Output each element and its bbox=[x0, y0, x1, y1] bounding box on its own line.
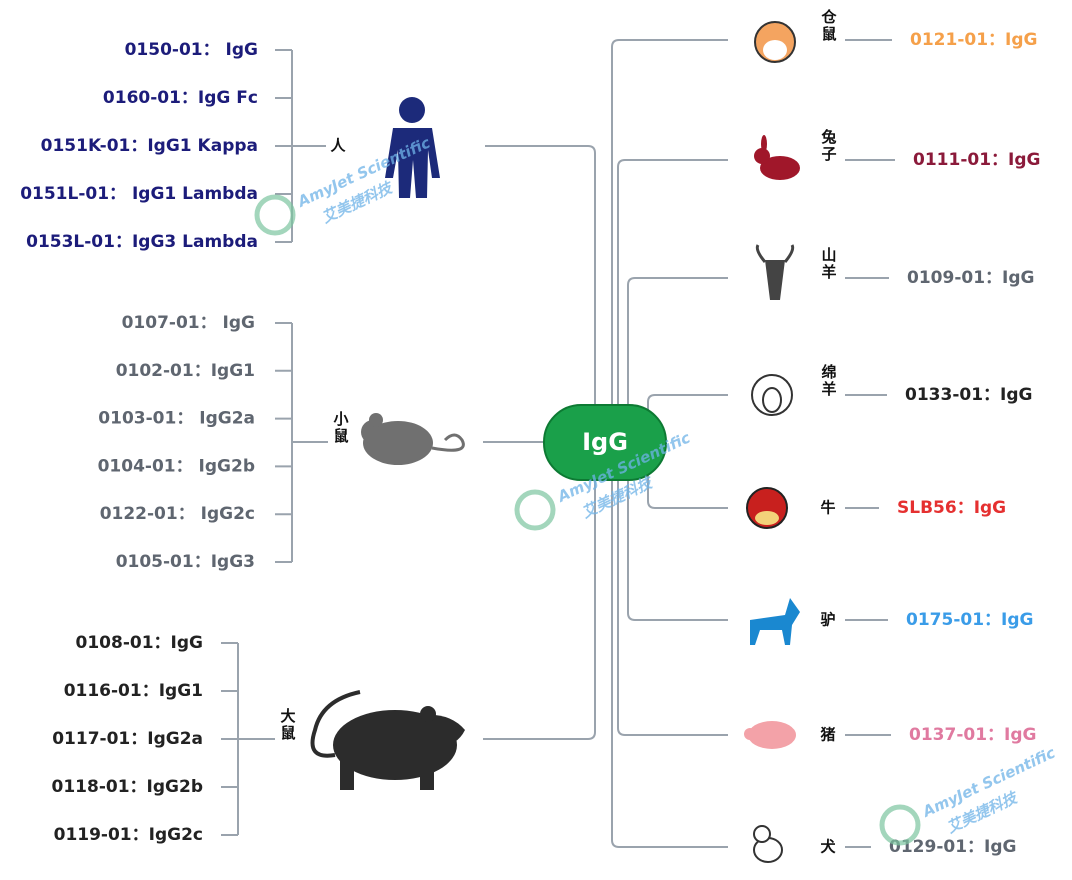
left-item: 0151K-01：IgG1 Kappa bbox=[41, 136, 258, 156]
species-label: 驴 bbox=[820, 611, 835, 629]
species-label: 兔子 bbox=[820, 128, 838, 163]
right-item: 0137-01：IgG bbox=[909, 725, 1036, 745]
species-label: 山羊 bbox=[820, 247, 838, 281]
left-item: 0122-01： IgG2c bbox=[100, 504, 255, 524]
left-item: 0117-01：IgG2a bbox=[52, 729, 203, 749]
pig-icon bbox=[744, 721, 796, 749]
species-label: 大鼠 bbox=[279, 707, 297, 742]
right-item: 0109-01：IgG bbox=[907, 268, 1034, 288]
left-item: 0104-01： IgG2b bbox=[98, 456, 255, 476]
left-item: 0103-01： IgG2a bbox=[98, 409, 255, 429]
right-item: 0129-01：IgG bbox=[889, 837, 1016, 857]
species-label: 猪 bbox=[819, 726, 835, 744]
donkey-icon bbox=[750, 598, 800, 645]
labels: 0150-01： IgG 0160-01：IgG Fc 0151K-01：IgG1 … bbox=[20, 8, 1058, 857]
left-item: 0150-01： IgG bbox=[125, 40, 258, 60]
right-item: 0133-01：IgG bbox=[905, 385, 1032, 405]
animal-icons bbox=[310, 21, 800, 863]
left-item: 0153L-01：IgG3 Lambda bbox=[26, 232, 258, 252]
right-item: 0121-01：IgG bbox=[910, 30, 1037, 50]
human-icon bbox=[385, 97, 440, 198]
watermark-logo bbox=[254, 194, 296, 236]
left-item: 0108-01：IgG bbox=[76, 633, 203, 653]
sheep-icon bbox=[751, 374, 793, 416]
mouse-icon bbox=[361, 413, 465, 465]
species-label: 犬 bbox=[820, 838, 836, 856]
left-item: 0102-01：IgG1 bbox=[116, 361, 255, 381]
left-item: 0151L-01： IgG1 Lambda bbox=[20, 184, 258, 204]
dog-icon bbox=[753, 825, 783, 863]
species-label: 绵羊 bbox=[820, 363, 838, 398]
left-item: 0107-01： IgG bbox=[122, 313, 255, 333]
species-label: 仓鼠 bbox=[820, 8, 838, 43]
species-label: 小鼠 bbox=[332, 411, 350, 445]
rat-icon bbox=[310, 690, 465, 790]
watermark-logo bbox=[514, 489, 556, 531]
left-item: 0118-01：IgG2b bbox=[52, 777, 203, 797]
center-pill bbox=[543, 404, 667, 481]
rabbit-icon bbox=[754, 135, 800, 180]
center-node: IgG bbox=[543, 404, 667, 481]
cow-icon bbox=[746, 487, 788, 529]
left-item: 0160-01：IgG Fc bbox=[103, 88, 258, 108]
species-label: 人 bbox=[330, 137, 346, 155]
goat-icon bbox=[755, 244, 795, 300]
center-label: IgG bbox=[582, 428, 628, 456]
right-item: SLB56：IgG bbox=[897, 498, 1006, 518]
species-label: 牛 bbox=[820, 499, 835, 517]
right-item: 0111-01：IgG bbox=[913, 150, 1040, 170]
watermark-logo bbox=[879, 804, 921, 846]
left-item: 0119-01：IgG2c bbox=[54, 825, 203, 845]
left-item: 0105-01：IgG3 bbox=[116, 552, 255, 572]
left-item: 0116-01：IgG1 bbox=[64, 681, 203, 701]
right-item: 0175-01：IgG bbox=[906, 610, 1033, 630]
hamster-icon bbox=[754, 21, 796, 63]
